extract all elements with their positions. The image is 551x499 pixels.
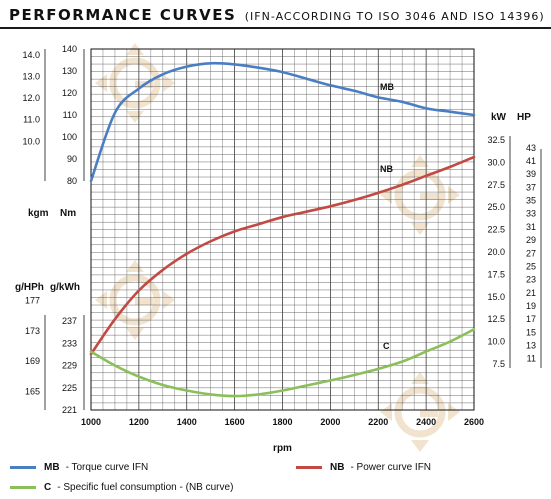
x-tick-label: 2000: [320, 417, 340, 427]
kw-tick-label: 32.5: [487, 135, 505, 145]
legend-key-c: C: [44, 482, 52, 493]
hp-tick-label: 27: [526, 248, 536, 258]
x-tick-label: 1200: [129, 417, 149, 427]
ghph-tick-label: 165: [25, 386, 40, 396]
ghph-tick-label: 169: [25, 356, 40, 366]
hp-tick-label: 35: [526, 196, 536, 206]
hp-tick-label: 19: [526, 301, 536, 311]
legend-text-c: - Specific fuel consumption - (NB curve): [57, 482, 234, 493]
kw-tick-label: 30.0: [487, 157, 505, 167]
ghph-unit-label: g/HPh: [15, 282, 44, 293]
watermark-logo-icon: [95, 260, 175, 340]
legend-item-nb: NB - Power curve IFN: [296, 462, 431, 473]
x-tick-label: 1400: [177, 417, 197, 427]
series-label-nb: NB: [380, 164, 393, 174]
nm-tick-label: 130: [62, 66, 77, 76]
ghph-tick-label: 177: [25, 296, 40, 306]
kgm-tick-label: 14.0: [22, 50, 40, 60]
legend-key-nb: NB: [330, 462, 345, 473]
nm-tick-label: 100: [62, 132, 77, 142]
gkwh-tick-label: 225: [62, 383, 77, 393]
series-line-mb: [89, 61, 476, 183]
kw-tick-label: 20.0: [487, 247, 505, 257]
kgm-unit-label: kgm: [28, 208, 49, 219]
series-label-c: C: [383, 341, 390, 351]
nm-tick-label: 140: [62, 44, 77, 54]
gkwh-tick-label: 233: [62, 338, 77, 348]
legend-text-mb: - Torque curve IFN: [65, 462, 149, 473]
kgm-tick-label: 13.0: [22, 72, 40, 82]
nm-tick-label: 90: [67, 154, 77, 164]
gkwh-tick-label: 221: [62, 405, 77, 415]
nm-tick-label: 120: [62, 88, 77, 98]
series-line-nb: [89, 155, 476, 356]
nm-tick-label: 110: [63, 110, 77, 120]
hp-unit-label: HP: [517, 112, 531, 123]
plot-frame: [90, 48, 475, 411]
x-tick-label: 1600: [225, 417, 245, 427]
kw-tick-label: 27.5: [487, 180, 505, 190]
hp-tick-label: 15: [526, 327, 536, 337]
gkwh-tick-label: 229: [62, 361, 77, 371]
kw-unit-label: kW: [491, 112, 507, 123]
hp-tick-label: 17: [526, 314, 536, 324]
series-line-c: [89, 328, 476, 398]
legend-item-c: C - Specific fuel consumption - (NB curv…: [10, 482, 233, 493]
legend-swatch-nb: [296, 466, 322, 469]
page-title: PERFORMANCE CURVES (IFN-ACCORDING TO ISO…: [9, 6, 545, 25]
x-tick-label: 2200: [368, 417, 388, 427]
performance-chart: 1000 1200 1400 1600 1800 2000 2200 2400 2600 80 90…: [15, 43, 542, 454]
legend-swatch-c: [10, 486, 36, 489]
hp-tick-label: 41: [526, 156, 536, 166]
x-tick-label: 2400: [416, 417, 436, 427]
kgm-tick-label: 11.0: [23, 115, 40, 125]
hp-tick-label: 21: [526, 288, 536, 298]
kw-tick-label: 12.5: [487, 314, 505, 324]
chart-title: PERFORMANCE CURVES: [9, 6, 237, 24]
watermark-logo-icon: [380, 372, 460, 452]
gkwh-unit-label: g/kWh: [50, 282, 80, 293]
hp-tick-label: 25: [526, 261, 536, 271]
ghph-tick-label: 173: [25, 326, 40, 336]
x-axis-label: rpm: [273, 443, 292, 454]
hp-tick-label: 13: [526, 341, 536, 351]
legend-item-mb: MB - Torque curve IFN: [10, 462, 148, 473]
legend-key-mb: MB: [44, 462, 60, 473]
x-tick-label: 2600: [464, 417, 484, 427]
hp-tick-label: 43: [526, 143, 536, 153]
kw-tick-label: 25.0: [487, 202, 505, 212]
series-label-mb: MB: [380, 82, 394, 92]
x-tick-label: 1800: [272, 417, 292, 427]
kgm-tick-label: 12.0: [22, 93, 40, 103]
watermark-logo-icon: [95, 43, 175, 123]
legend-swatch-mb: [10, 466, 36, 469]
nm-unit-label: Nm: [60, 208, 76, 219]
kw-tick-label: 10.0: [487, 337, 505, 347]
kw-tick-label: 7.5: [492, 359, 505, 369]
chart-subtitle: (IFN-ACCORDING TO ISO 3046 AND ISO 14396…: [244, 10, 545, 23]
kw-tick-label: 22.5: [487, 225, 505, 235]
hp-tick-label: 33: [526, 209, 536, 219]
hp-tick-label: 39: [526, 169, 536, 179]
kgm-tick-label: 10.0: [22, 136, 40, 146]
x-tick-label: 1000: [81, 417, 101, 427]
gkwh-tick-label: 237: [62, 316, 77, 326]
hp-tick-label: 29: [526, 235, 536, 245]
kw-tick-label: 15.0: [487, 292, 505, 302]
title-rule: [0, 27, 551, 29]
nm-tick-label: 80: [67, 176, 77, 186]
legend-text-nb: - Power curve IFN: [350, 462, 432, 473]
hp-tick-label: 23: [526, 275, 536, 285]
kw-tick-label: 17.5: [487, 269, 505, 279]
hp-tick-label: 37: [526, 182, 536, 192]
hp-tick-label: 11: [527, 354, 536, 364]
hp-tick-label: 31: [526, 222, 536, 232]
